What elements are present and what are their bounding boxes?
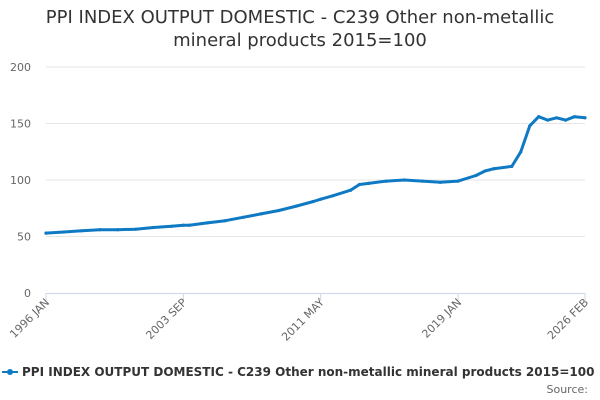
x-tick-label: 2019 JAN (419, 296, 464, 341)
data-point (483, 169, 487, 173)
data-point (241, 215, 245, 219)
x-tick-label: 2011 MAY (279, 296, 327, 344)
data-point (528, 124, 532, 128)
legend-marker-dot (7, 369, 13, 375)
data-point (357, 182, 362, 187)
legend-line-marker-icon (2, 366, 18, 378)
data-point (349, 188, 353, 192)
y-tick-label: 100 (10, 174, 31, 187)
y-tick-label: 150 (10, 118, 31, 131)
data-point (98, 228, 102, 232)
data-point (44, 231, 48, 235)
data-point (555, 116, 559, 120)
data-point (583, 116, 587, 120)
chart-title-line-1: PPI INDEX OUTPUT DOMESTIC - C239 Other n… (45, 7, 555, 28)
x-tick-label: 2003 SEP (143, 296, 189, 342)
data-point (572, 115, 577, 119)
data-point (438, 180, 442, 184)
data-point (546, 118, 550, 122)
data-point (181, 223, 185, 227)
legend-label: PPI INDEX OUTPUT DOMESTIC - C239 Other n… (22, 365, 595, 379)
data-point (420, 179, 424, 183)
data-point (80, 229, 84, 233)
x-tick-label: 2026 FEB (545, 296, 591, 342)
data-point (331, 194, 335, 198)
chart-title-line-2: mineral products 2015=100 (173, 30, 427, 51)
data-point (223, 219, 227, 223)
data-point (366, 181, 371, 185)
data-point (402, 178, 406, 182)
data-point (116, 228, 120, 232)
legend-item[interactable]: PPI INDEX OUTPUT DOMESTIC - C239 Other n… (2, 364, 594, 380)
data-point (187, 223, 191, 227)
data-point (564, 118, 568, 122)
plot-area (44, 115, 587, 235)
data-point (311, 199, 315, 204)
data-point (537, 115, 541, 119)
x-tick-label: 1996 JAN (7, 296, 52, 341)
data-point (259, 212, 263, 216)
data-point (134, 227, 138, 231)
data-point (510, 164, 514, 168)
data-point (319, 197, 323, 201)
data-point (151, 225, 156, 230)
y-tick-label: 50 (17, 231, 31, 244)
data-point (492, 167, 496, 171)
data-point (205, 221, 209, 225)
data-point (474, 173, 478, 178)
data-point (519, 150, 523, 154)
data-point (384, 179, 388, 183)
gridlines (46, 66, 585, 237)
y-axis: 0 50 100 150 200 (10, 61, 31, 300)
data-point (62, 230, 66, 234)
data-point (456, 179, 460, 183)
source-credit: Source: (546, 383, 589, 396)
x-axis: 1996 JAN 2003 SEP 2011 MAY 2019 JAN 2026 FEB (7, 293, 591, 344)
y-tick-label: 200 (10, 61, 31, 74)
data-point (295, 204, 299, 208)
y-tick-label: 0 (24, 287, 31, 300)
series-line (44, 115, 587, 235)
data-point (277, 208, 281, 213)
chart-title: PPI INDEX OUTPUT DOMESTIC - C239 Other n… (0, 6, 600, 52)
data-point (169, 224, 173, 228)
